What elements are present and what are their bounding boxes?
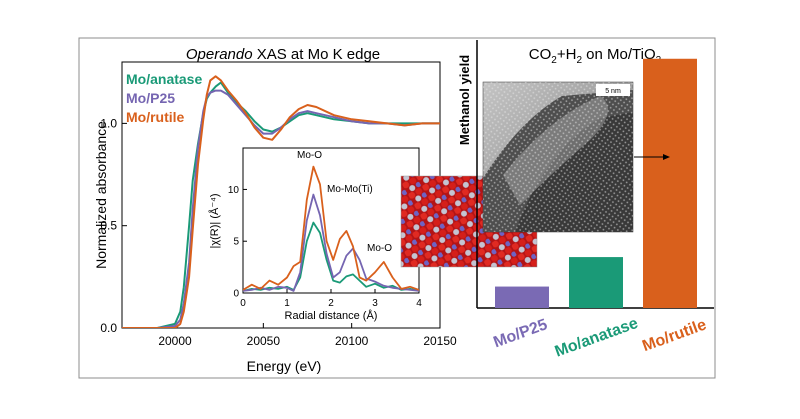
- inset-line-mo-anatase: [243, 221, 419, 292]
- inset-y-tick-label: 0: [233, 289, 239, 300]
- inset-line-mo-p25: [243, 193, 419, 292]
- scale-bar-label: 5 nm: [605, 88, 621, 95]
- title-on-mo: on Mo/TiO: [582, 46, 656, 63]
- inset-y-tick-label: 5: [233, 237, 239, 248]
- xas-x-tick-label: 20150: [423, 334, 457, 348]
- xas-x-tick-label: 20000: [158, 334, 192, 348]
- bar-label-mo-rutile: Mo/rutile: [640, 316, 709, 355]
- inset-line-mo-rutile: [243, 165, 419, 291]
- inset-x-axis-label: Radial distance (Å): [285, 309, 378, 322]
- tem-pointer-arrowhead: [663, 154, 670, 160]
- legend-mo-p25: Mo/P25: [126, 90, 175, 106]
- bar-label-mo-anatase: Mo/anatase: [553, 315, 641, 361]
- xas-chart-title: Operando XAS at Mo K edge: [186, 46, 380, 63]
- annotation-mo-mo: Mo-Mo(Ti): [327, 184, 373, 195]
- inset-ticks: 0 1 2 3 4 0 5 10: [228, 185, 422, 309]
- xas-y-tick-label: 0.0: [100, 321, 117, 335]
- xas-line-mo-p25: [122, 89, 440, 328]
- xas-y-tick-label: 0.5: [100, 219, 117, 233]
- xas-legend: Mo/anatase Mo/P25 Mo/rutile: [126, 71, 202, 125]
- methanol-y-axis-label: Methanol yield: [457, 55, 472, 145]
- xas-y-axis-label: Normalized absorbance: [93, 121, 109, 269]
- title-co: CO: [529, 46, 552, 63]
- inset-y-tick-label: 10: [228, 185, 240, 196]
- title-sub-2: 2: [576, 55, 582, 66]
- bar-label-mo-p25: Mo/P25: [491, 316, 550, 351]
- xas-title-italic: Operando: [186, 46, 253, 63]
- title-plus-h: +H: [557, 46, 577, 63]
- xas-x-tick-label: 20050: [247, 334, 281, 348]
- bar-mo-p25: [495, 286, 549, 308]
- exafs-inset: 0 1 2 3 4 0 5 10 Radial distance (Å) |χ(R)| (Å⁻…: [208, 147, 422, 322]
- xas-y-tick-label: 1.0: [100, 116, 117, 130]
- xas-line-mo-rutile: [122, 75, 440, 328]
- methanol-chart: CO2+H2 on Mo/TiO2 Methanol yield 5 nm Mo…: [457, 40, 714, 361]
- xas-x-axis-label: Energy (eV): [247, 358, 322, 374]
- methanol-bars: [495, 58, 697, 309]
- xas-title-rest: XAS at Mo K edge: [253, 46, 381, 63]
- inset-x-tick-label: 1: [284, 298, 290, 309]
- methanol-chart-title: CO2+H2 on Mo/TiO2: [529, 46, 662, 66]
- inset-series-group: [243, 165, 419, 292]
- inset-x-tick-label: 4: [416, 298, 422, 309]
- title-sub-1: 2: [551, 55, 557, 66]
- xas-series-group: [122, 75, 440, 328]
- inset-y-axis-label: |χ(R)| (Å⁻⁴): [208, 193, 221, 248]
- inset-x-tick-label: 2: [328, 298, 334, 309]
- legend-mo-rutile: Mo/rutile: [126, 109, 185, 125]
- tem-image: 5 nm: [482, 81, 634, 233]
- legend-mo-anatase: Mo/anatase: [126, 71, 202, 87]
- xas-x-tick-label: 20100: [335, 334, 369, 348]
- inset-x-tick-label: 3: [372, 298, 378, 309]
- panel-frame: [78, 37, 716, 379]
- bar-mo-anatase: [569, 257, 623, 308]
- annotation-mo-o-second: Mo-O: [367, 243, 392, 254]
- inset-x-tick-label: 0: [240, 298, 246, 309]
- scale-bar-box: [596, 84, 630, 96]
- bar-mo-rutile: [643, 58, 697, 309]
- annotation-mo-o-first: Mo-O: [297, 150, 322, 161]
